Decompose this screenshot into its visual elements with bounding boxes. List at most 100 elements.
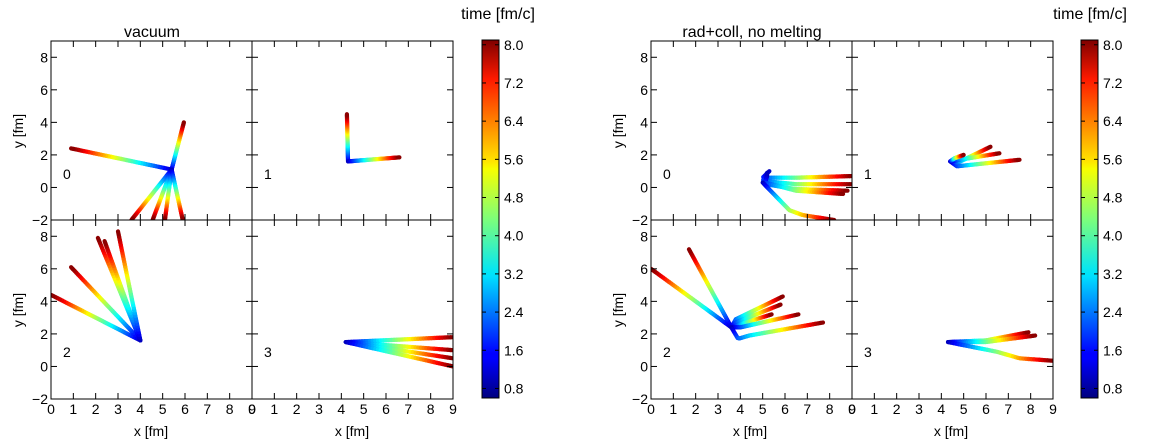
track-3: [343, 339, 453, 369]
colorbar-tick-label: 6.4: [504, 113, 524, 129]
x-tick-label: 6: [382, 401, 390, 417]
y-axis-label: y [fm]: [10, 114, 26, 148]
panel-0-tracks: [68, 120, 186, 220]
x-tick-label: 5: [759, 401, 767, 417]
track-3: [762, 173, 846, 197]
y-tick-label: 4: [640, 293, 648, 309]
colorbar-ticks: 0.8 1.6 2.4 3.2 4.0 4.8 5.6 6.4 7.2 8.0: [1081, 37, 1123, 396]
colorbar-label: time [fm/c]: [1053, 6, 1127, 23]
panel-label: 2: [663, 344, 671, 360]
x-tick-label: 8: [826, 401, 834, 417]
colorbar-tick-label: 5.6: [504, 151, 524, 167]
track-0: [68, 146, 174, 172]
y-tick-label: 8: [640, 49, 648, 65]
x-tick-label: 0: [848, 401, 856, 417]
track-segment: [779, 294, 785, 300]
y-tick-label: 0: [640, 179, 648, 195]
x-tick-label: 6: [781, 401, 789, 417]
track-0: [344, 112, 351, 164]
x-tick-label: 3: [114, 401, 122, 417]
panel-2-tracks: [651, 247, 826, 341]
figure-rad-coll: rad+coll, no melting time [fm/c] x [fm] …: [610, 6, 1127, 439]
x-tick-label: 1: [270, 401, 278, 417]
track-1: [686, 247, 734, 330]
colorbar: 0.8 1.6 2.4 3.2 4.0 4.8 5.6 6.4 7.2 8.0: [481, 37, 524, 399]
track-4: [115, 229, 143, 343]
x-tick-label: 9: [449, 401, 457, 417]
x-axis-label: x [fm]: [934, 423, 968, 439]
panel-label: 3: [864, 344, 872, 360]
track-3: [102, 239, 143, 343]
colorbar-tick-label: 1.6: [504, 342, 524, 358]
x-tick-label: 2: [92, 401, 100, 417]
track-segment: [95, 235, 102, 243]
y-tick-label: 6: [640, 261, 648, 277]
panel-label: 2: [63, 344, 71, 360]
x-tick-label: 7: [1004, 401, 1012, 417]
panel-1-tracks: [344, 112, 402, 164]
colorbar-gradient: [481, 39, 500, 399]
x-axis-label: x [fm]: [733, 423, 767, 439]
y-tick-label: 2: [40, 326, 48, 342]
colorbar: 0.8 1.6 2.4 3.2 4.0 4.8 5.6 6.4 7.2 8.0: [1080, 37, 1123, 399]
x-tick-label: 2: [893, 401, 901, 417]
figure-vacuum: vacuum time [fm/c] x [fm] x [fm] y [fm] …: [10, 6, 535, 439]
colorbar-gradient: [1080, 39, 1099, 399]
colorbar-tick-label: 4.8: [504, 190, 524, 206]
x-tick-label: 0: [248, 401, 256, 417]
y-tick-label: 2: [640, 326, 648, 342]
y-tick-label: 6: [40, 261, 48, 277]
y-tick-label: 0: [40, 358, 48, 374]
panel-frame: [251, 40, 454, 221]
track-1: [345, 155, 402, 164]
x-tick-label: 1: [870, 401, 878, 417]
colorbar-tick-label: 2.4: [504, 304, 524, 320]
colorbar-ticks: 0.8 1.6 2.4 3.2 4.0 4.8 5.6 6.4 7.2 8.0: [482, 37, 524, 396]
track-2: [945, 339, 1053, 363]
x-tick-label: 6: [181, 401, 189, 417]
y-tick-label: 8: [640, 228, 648, 244]
colorbar-tick-label: 8.0: [1103, 37, 1123, 53]
y-tick-label: 4: [40, 114, 48, 130]
colorbar-tick-label: 3.2: [504, 266, 524, 282]
y-tick-label: 2: [40, 147, 48, 163]
track-0: [948, 157, 1022, 169]
panel-2-tracks: [51, 229, 143, 343]
panel-label: 0: [663, 166, 671, 182]
panel-0-tracks: [760, 169, 852, 220]
panel-ticks: [851, 41, 1054, 221]
y-tick-label: 6: [40, 82, 48, 98]
track-segment: [68, 265, 75, 272]
track-0: [651, 266, 734, 330]
colorbar-tick-label: 0.8: [1103, 380, 1123, 396]
y-axis-label: y [fm]: [10, 293, 26, 327]
x-tick-label: 0: [647, 401, 655, 417]
panel-label: 1: [864, 166, 872, 182]
panel-ticks: [251, 41, 454, 221]
track-3: [948, 152, 966, 164]
y-tick-label: 8: [40, 49, 48, 65]
x-axis-label: x [fm]: [335, 423, 369, 439]
y-tick-label: 6: [640, 82, 648, 98]
colorbar-tick-label: 7.2: [504, 75, 524, 91]
x-tick-label: 9: [248, 401, 256, 417]
y-tick-label: 4: [640, 114, 648, 130]
chart-title: vacuum: [124, 24, 180, 41]
panel-label: 0: [63, 166, 71, 182]
panel-frame: [851, 40, 1054, 221]
x-tick-label: 4: [736, 401, 744, 417]
x-tick-label: 4: [937, 401, 945, 417]
track-1: [169, 120, 186, 172]
x-tick-label: 1: [69, 401, 77, 417]
track-2: [129, 167, 174, 220]
colorbar-tick-label: 1.6: [1103, 342, 1123, 358]
y-tick-label: 0: [640, 358, 648, 374]
colorbar-tick-label: 2.4: [1103, 304, 1123, 320]
y-tick-label: 0: [40, 179, 48, 195]
